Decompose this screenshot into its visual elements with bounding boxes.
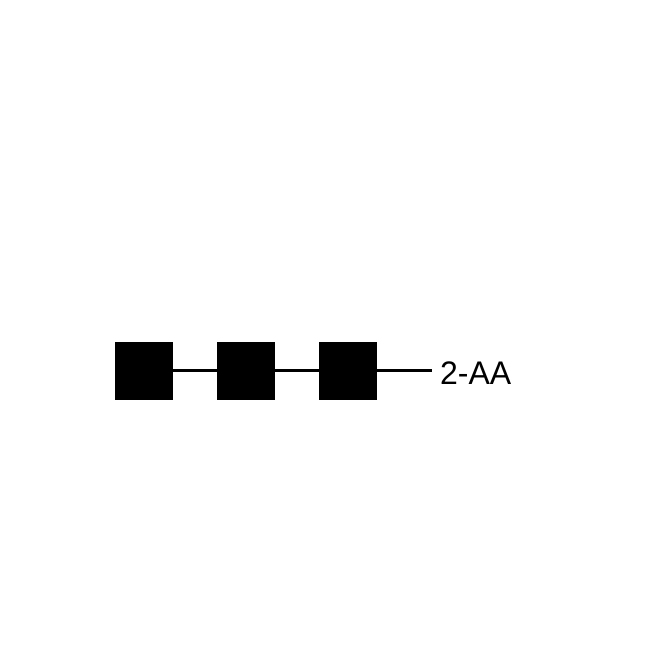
label-2aa: 2-AA xyxy=(440,355,511,392)
connector-2 xyxy=(275,369,319,372)
glycan-square-1 xyxy=(115,342,173,400)
glycan-diagram: 2-AA xyxy=(0,0,660,660)
glycan-square-2 xyxy=(217,342,275,400)
glycan-square-3 xyxy=(319,342,377,400)
connector-3 xyxy=(377,369,432,372)
connector-1 xyxy=(173,369,217,372)
